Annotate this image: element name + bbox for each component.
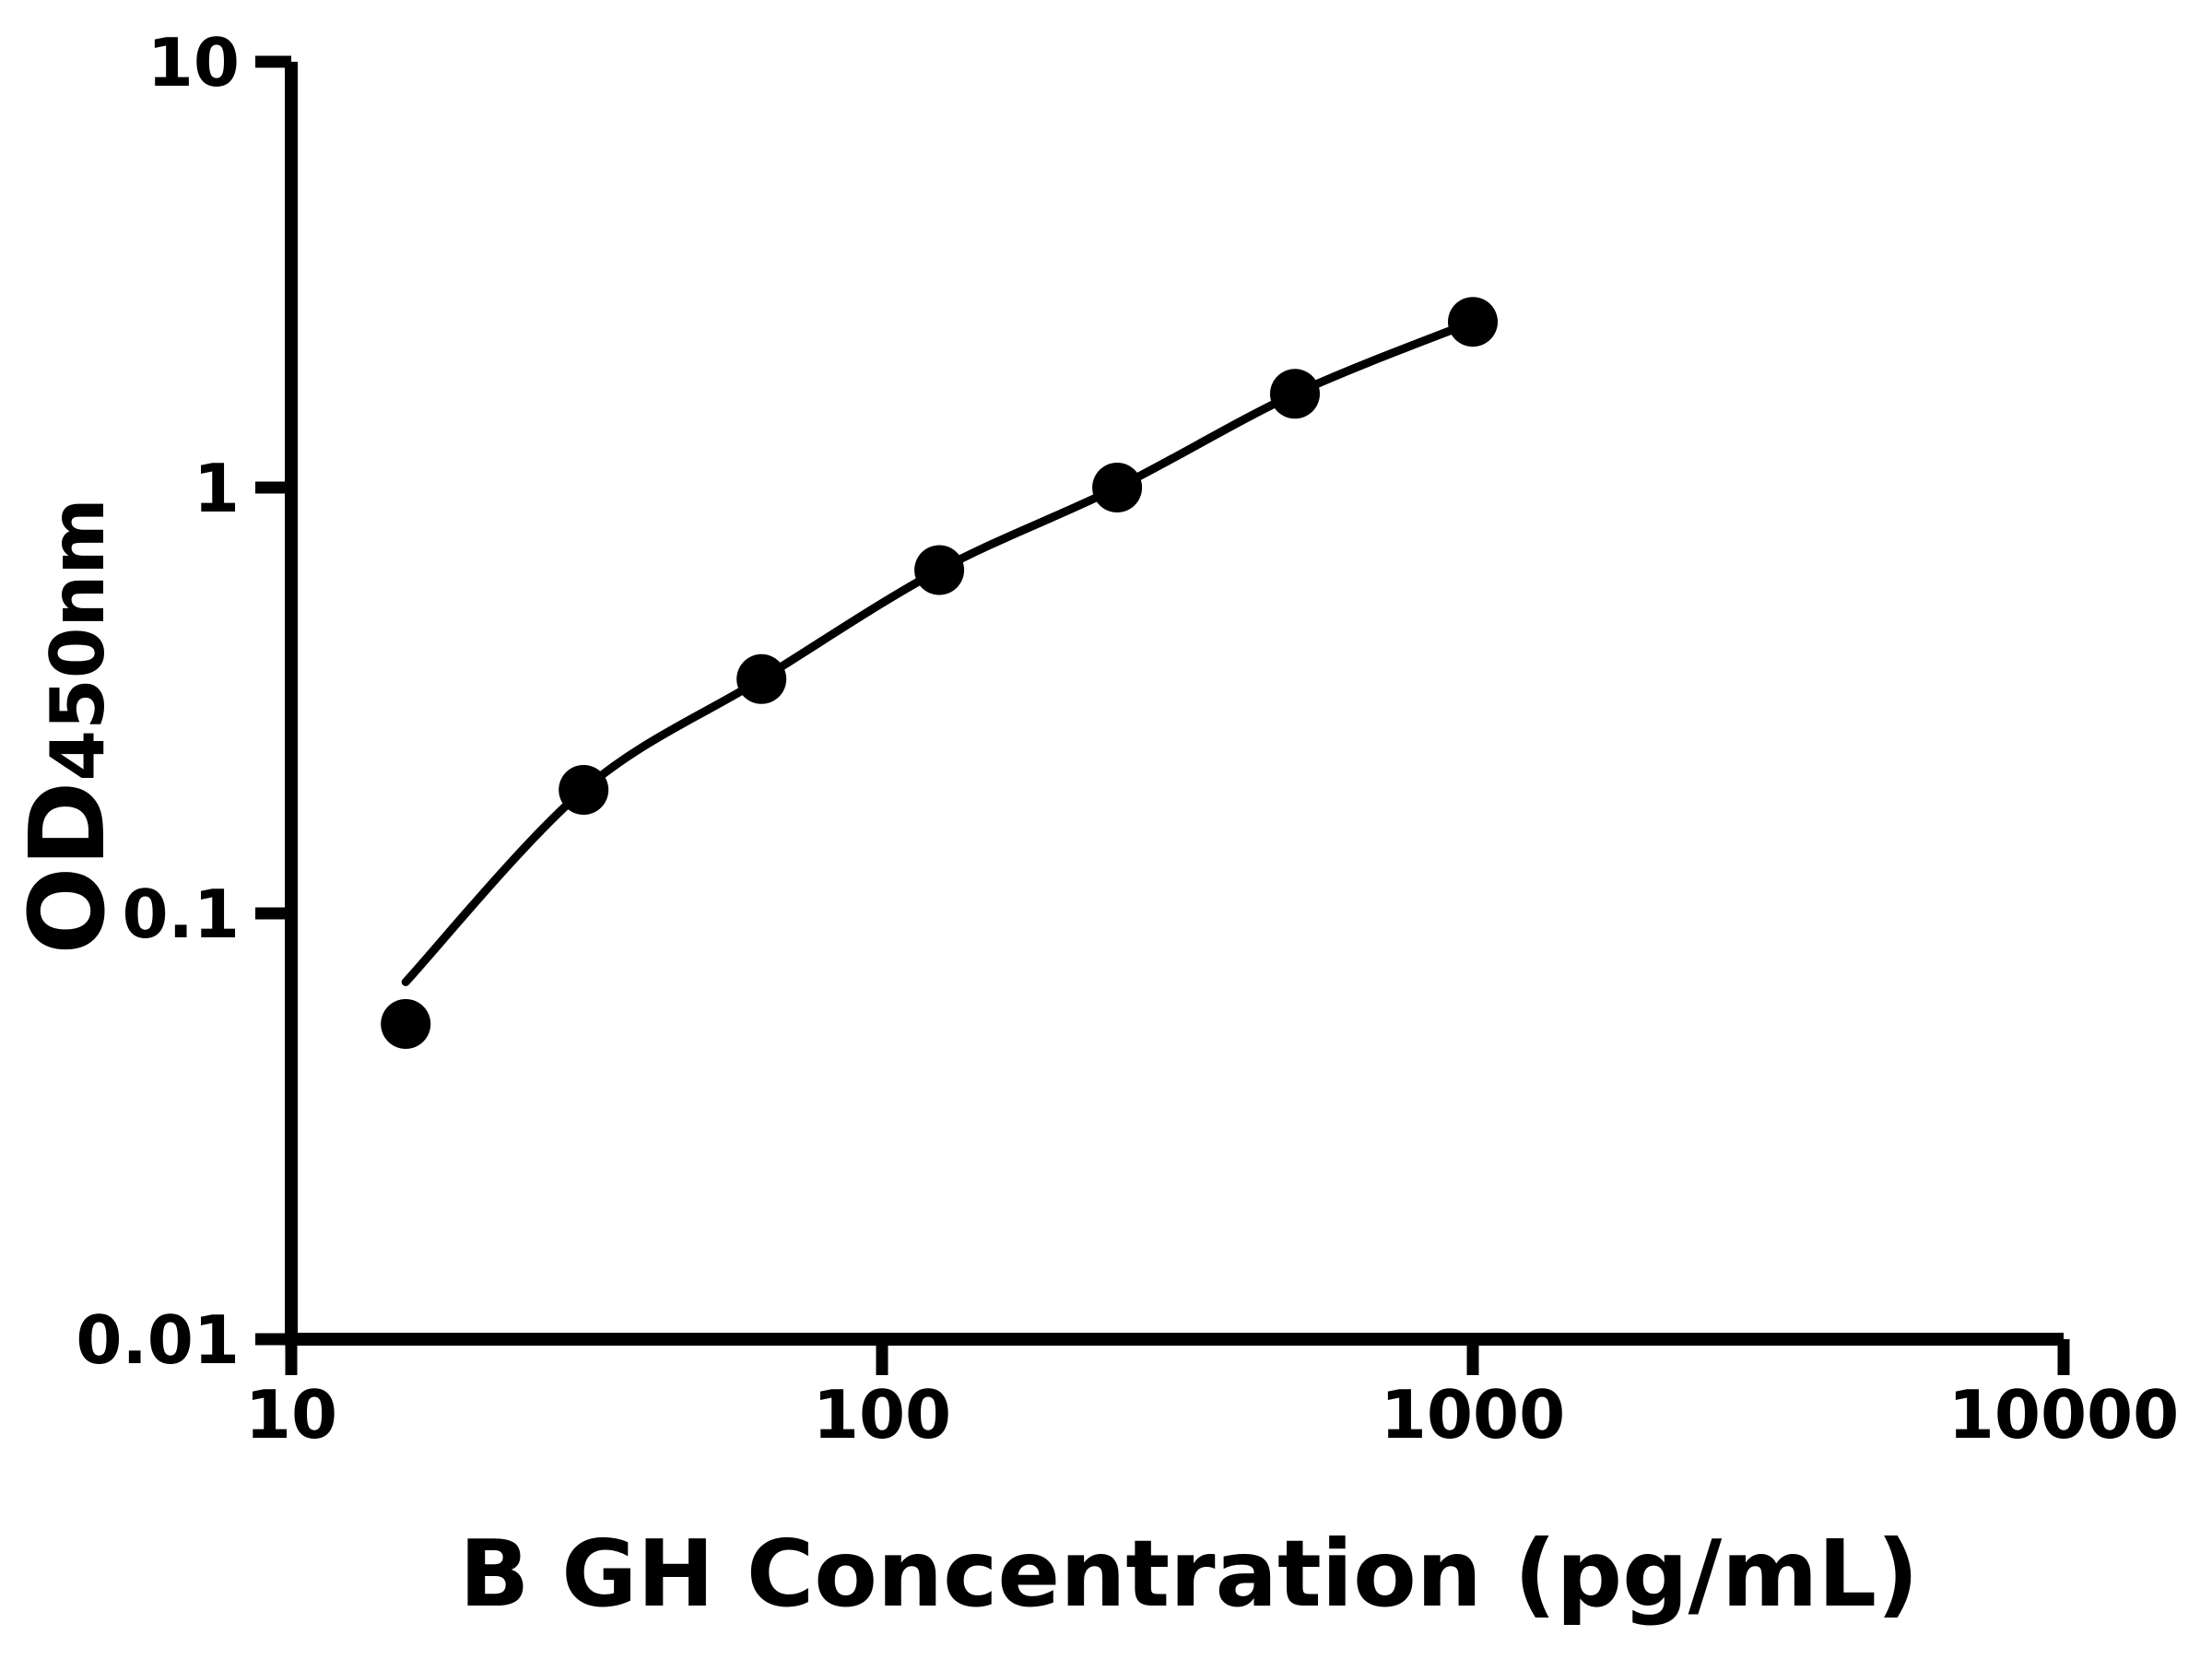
data-point [381,999,431,1049]
y-tick-label: 1 [194,450,240,527]
y-axis-tick-labels: 10 1 0.1 0.01 [76,24,240,1379]
x-axis-title: B GH Concentration (pg/mL) [459,1520,1919,1628]
data-point [914,545,965,595]
x-tick-label: 10000 [1948,1376,2180,1453]
y-axis-title-main: OD [8,782,128,955]
data-points [381,297,1498,1049]
fitted-curve [401,317,1477,986]
data-point [559,765,609,815]
x-tick-label: 1000 [1381,1376,1565,1453]
x-axis-tick-labels: 10 100 1000 10000 [245,1376,2179,1453]
y-axis-ticks [255,55,291,1346]
data-point [1092,463,1143,512]
x-tick-label: 100 [813,1376,951,1453]
data-point [1448,297,1498,347]
y-tick-label: 10 [147,24,240,101]
data-point [736,653,787,704]
x-tick-label: 10 [245,1376,337,1453]
y-axis-title-sub: 450nm [35,498,121,781]
y-tick-label: 0.1 [122,876,240,953]
y-axis-title: OD450nm [8,498,128,955]
axis-frame [285,62,2064,1346]
x-axis-ticks [285,1339,2070,1375]
data-point [1270,369,1320,419]
y-tick-label: 0.01 [76,1301,240,1379]
